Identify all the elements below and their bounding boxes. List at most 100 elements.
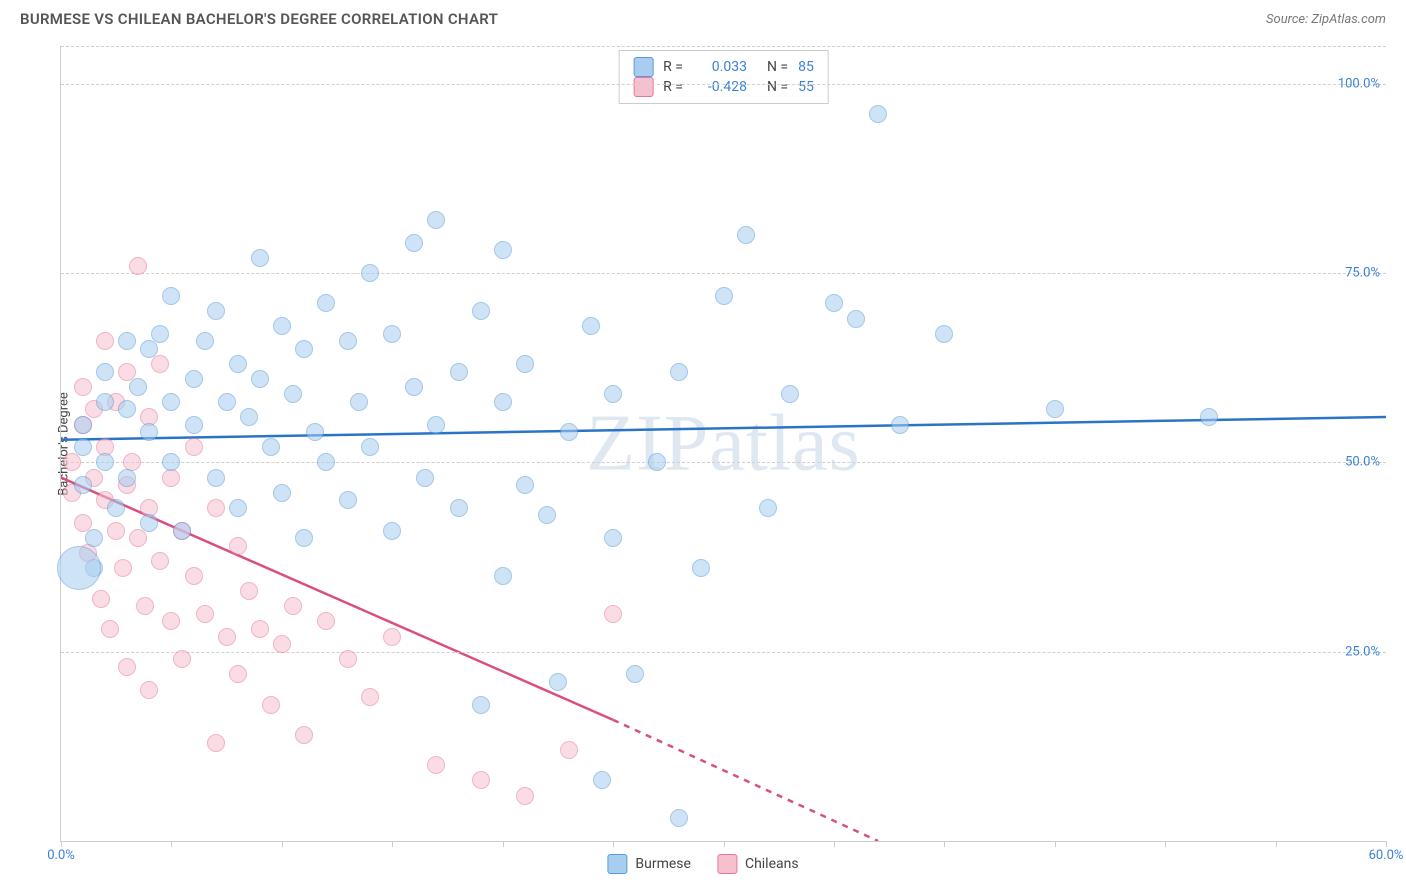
legend-swatch bbox=[633, 57, 653, 77]
chilean-point bbox=[173, 650, 191, 668]
burmese-point bbox=[118, 400, 136, 418]
burmese-point bbox=[284, 385, 302, 403]
burmese-point bbox=[74, 476, 92, 494]
burmese-point bbox=[229, 355, 247, 373]
n-label: N = bbox=[767, 59, 788, 75]
n-value: 55 bbox=[798, 79, 814, 95]
burmese-point bbox=[96, 363, 114, 381]
burmese-point bbox=[350, 393, 368, 411]
chilean-point bbox=[151, 355, 169, 373]
burmese-point bbox=[251, 249, 269, 267]
burmese-point bbox=[140, 514, 158, 532]
burmese-point bbox=[207, 469, 225, 487]
y-tick-label: 25.0% bbox=[1345, 644, 1380, 659]
chilean-point bbox=[339, 650, 357, 668]
burmese-point bbox=[593, 771, 611, 789]
burmese-point bbox=[847, 310, 865, 328]
x-tick bbox=[282, 841, 283, 847]
chart-area: Bachelor's Degree ZIPatlas R =0.033N =85… bbox=[50, 46, 1386, 842]
burmese-point bbox=[405, 378, 423, 396]
chilean-point bbox=[107, 522, 125, 540]
chilean-point bbox=[74, 378, 92, 396]
burmese-point bbox=[670, 809, 688, 827]
x-tick bbox=[171, 841, 172, 847]
chilean-point bbox=[96, 332, 114, 350]
series-legend: Burmese Chileans bbox=[607, 854, 798, 874]
burmese-point bbox=[516, 476, 534, 494]
chilean-point bbox=[604, 605, 622, 623]
burmese-point bbox=[494, 393, 512, 411]
chilean-point bbox=[295, 726, 313, 744]
burmese-point bbox=[317, 453, 335, 471]
chilean-point bbox=[92, 590, 110, 608]
burmese-point bbox=[516, 355, 534, 373]
burmese-point bbox=[218, 393, 236, 411]
legend-item: Chileans bbox=[717, 854, 799, 874]
burmese-point bbox=[427, 211, 445, 229]
burmese-point bbox=[361, 438, 379, 456]
gridline bbox=[61, 84, 1386, 85]
legend-row: R =0.033N =85 bbox=[633, 57, 814, 77]
legend-row: R =-0.428N =55 bbox=[633, 77, 814, 97]
burmese-point bbox=[162, 287, 180, 305]
burmese-point bbox=[273, 484, 291, 502]
burmese-point bbox=[781, 385, 799, 403]
burmese-point bbox=[118, 332, 136, 350]
burmese-point bbox=[118, 469, 136, 487]
burmese-point bbox=[891, 416, 909, 434]
burmese-point bbox=[1046, 400, 1064, 418]
burmese-point bbox=[339, 332, 357, 350]
legend-label: Chileans bbox=[745, 856, 799, 872]
burmese-point bbox=[151, 325, 169, 343]
burmese-point bbox=[140, 340, 158, 358]
gridline bbox=[61, 462, 1386, 463]
burmese-point bbox=[604, 529, 622, 547]
legend-item: Burmese bbox=[607, 854, 691, 874]
burmese-point bbox=[361, 264, 379, 282]
burmese-point bbox=[339, 491, 357, 509]
x-tick bbox=[724, 841, 725, 847]
legend-label: Burmese bbox=[635, 856, 691, 872]
burmese-point bbox=[196, 332, 214, 350]
burmese-point bbox=[74, 416, 92, 434]
chilean-point bbox=[151, 552, 169, 570]
source-label: Source: ZipAtlas.com bbox=[1266, 12, 1386, 27]
chilean-point bbox=[229, 537, 247, 555]
chart-title: BURMESE VS CHILEAN BACHELOR'S DEGREE COR… bbox=[20, 10, 498, 28]
chilean-point bbox=[427, 756, 445, 774]
burmese-point bbox=[472, 696, 490, 714]
chilean-point bbox=[361, 688, 379, 706]
r-value: -0.428 bbox=[693, 79, 747, 95]
burmese-point-large bbox=[57, 546, 101, 590]
chilean-point bbox=[472, 771, 490, 789]
x-tick bbox=[1386, 841, 1387, 847]
x-tick bbox=[944, 841, 945, 847]
burmese-point bbox=[162, 453, 180, 471]
chilean-point bbox=[196, 605, 214, 623]
gridline bbox=[61, 273, 1386, 274]
burmese-point bbox=[295, 340, 313, 358]
burmese-point bbox=[240, 408, 258, 426]
burmese-point bbox=[262, 438, 280, 456]
chilean-point bbox=[317, 612, 335, 630]
burmese-point bbox=[692, 559, 710, 577]
x-tick-label: 60.0% bbox=[1369, 848, 1404, 863]
burmese-point bbox=[96, 453, 114, 471]
burmese-point bbox=[549, 673, 567, 691]
chilean-point bbox=[284, 597, 302, 615]
x-tick bbox=[834, 841, 835, 847]
r-label: R = bbox=[663, 59, 683, 75]
chilean-point bbox=[185, 438, 203, 456]
burmese-point bbox=[383, 325, 401, 343]
chilean-point bbox=[114, 559, 132, 577]
chilean-point bbox=[240, 582, 258, 600]
legend-swatch bbox=[607, 854, 627, 874]
burmese-point bbox=[251, 370, 269, 388]
chilean-point bbox=[129, 529, 147, 547]
chilean-point bbox=[251, 620, 269, 638]
chilean-point bbox=[218, 628, 236, 646]
burmese-point bbox=[85, 529, 103, 547]
burmese-point bbox=[306, 423, 324, 441]
x-tick bbox=[503, 841, 504, 847]
burmese-point bbox=[538, 506, 556, 524]
